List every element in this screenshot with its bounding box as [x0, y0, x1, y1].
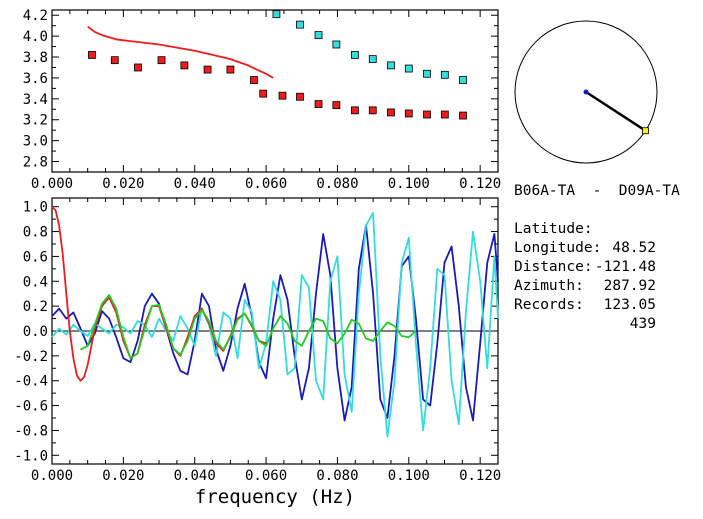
x-tick-label: 0.080	[316, 176, 358, 192]
y-tick-label: 3.6	[23, 71, 48, 87]
data-point	[387, 108, 395, 117]
info-key: Azimuth:	[514, 278, 584, 294]
y-tick-label: 0.2	[23, 299, 48, 315]
spectrum-plot: 0.000 0.020 0.040 0.060 0.080 0.100 0.120 1.0 0.…	[14, 197, 501, 484]
data-point	[110, 56, 119, 65]
info-row-records: Records: 439	[514, 277, 700, 332]
data-point	[314, 100, 323, 108]
compass-circle	[514, 20, 658, 164]
info-row-latitude: Latitude: 48.52	[514, 201, 700, 256]
info-key: Latitude:	[514, 221, 593, 237]
info-row-longitude: Longitude: -121.48	[514, 220, 700, 275]
data-point	[250, 76, 258, 84]
x-tick-label: 0.000	[31, 468, 73, 484]
y-tick-label: -0.4	[14, 374, 48, 390]
data-point	[351, 106, 359, 115]
x-tick-label: 0.120	[459, 468, 501, 484]
info-key: Records:	[514, 297, 584, 313]
y-tick-label: 0.8	[23, 225, 48, 241]
plot-frame	[51, 9, 499, 173]
azimuth-line	[585, 90, 647, 132]
y-tick-label: 3.2	[23, 113, 48, 129]
data-point	[134, 63, 142, 72]
data-point	[88, 51, 96, 59]
y-tick-label: -1.0	[14, 448, 48, 464]
series-line-1	[51, 211, 499, 438]
data-point	[226, 65, 235, 74]
info-value: 287.92	[603, 278, 656, 294]
y-tick-label: 2.8	[23, 155, 48, 171]
data-point	[368, 106, 377, 115]
y-tick-label: 0.6	[23, 249, 48, 265]
y-tick-label: 4.0	[23, 29, 48, 45]
y-tick-label: 3.8	[23, 50, 48, 66]
x-tick-label: 0.080	[316, 468, 358, 484]
x-tick-label: 0.020	[102, 468, 144, 484]
data-point	[404, 64, 413, 73]
data-point	[259, 89, 268, 98]
y-tick-label: 3.0	[23, 134, 48, 150]
velocity-plot: 0.000 0.020 0.040 0.060 0.080 0.100 0.120 2.8 3.…	[23, 8, 502, 192]
data-point	[157, 56, 166, 65]
data-point	[459, 76, 467, 84]
data-point	[440, 110, 449, 119]
y-tick-label: 0.4	[23, 274, 48, 290]
data-point	[459, 111, 467, 120]
info-value: 439	[629, 316, 656, 332]
data-point	[203, 65, 212, 74]
y-tick-label: -0.2	[14, 349, 48, 365]
data-point	[278, 91, 287, 100]
data-point	[296, 20, 304, 29]
x-axis-label: frequency (Hz)	[195, 486, 355, 508]
y-tick-label: 1.0	[23, 200, 48, 216]
y-tick-label: 4.2	[23, 8, 48, 24]
info-key: Distance:	[514, 259, 593, 275]
info-row-azimuth: Azimuth: 123.05	[514, 258, 700, 313]
info-value: -121.48	[594, 259, 656, 275]
x-tick-label: 0.100	[388, 468, 430, 484]
x-tick-label: 0.060	[245, 176, 287, 192]
x-tick-label: 0.000	[31, 176, 73, 192]
data-point	[180, 61, 189, 70]
compass-center-dot	[583, 89, 589, 95]
x-tick-label: 0.100	[388, 176, 430, 192]
data-point	[387, 61, 395, 70]
y-tick-label: 3.4	[23, 92, 48, 108]
info-value: 123.05	[603, 297, 656, 313]
data-point	[440, 70, 449, 79]
series-line-2	[87, 25, 274, 79]
data-point	[314, 31, 323, 39]
x-tick-label: 0.040	[174, 468, 216, 484]
data-point	[423, 69, 431, 78]
info-row-distance: Distance: 287.92	[514, 239, 700, 294]
data-point	[332, 40, 341, 49]
x-tick-label: 0.120	[459, 176, 501, 192]
series-line-2	[51, 206, 267, 382]
y-tick-label: -0.6	[14, 399, 48, 415]
data-point	[351, 51, 359, 59]
data-point	[368, 55, 377, 64]
station-pair-title: B06A-TA - D09A-TA	[514, 183, 680, 199]
azimuth-compass	[514, 20, 658, 164]
data-point	[332, 101, 341, 110]
x-tick-label: 0.040	[174, 176, 216, 192]
data-point	[296, 92, 304, 101]
data-point	[423, 110, 431, 119]
y-tick-label: -0.8	[14, 423, 48, 439]
info-value: 48.52	[612, 240, 656, 256]
x-tick-label: 0.060	[245, 468, 287, 484]
y-tick-label: 0.0	[23, 324, 48, 340]
data-point	[272, 10, 281, 19]
series-line-3	[80, 294, 417, 360]
x-tick-label: 0.020	[102, 176, 144, 192]
station-info-panel: B06A-TA - D09A-TA Latitude: 48.52 Longit…	[514, 182, 700, 332]
data-point	[404, 109, 413, 118]
azimuth-tip-marker	[642, 127, 649, 135]
info-key: Longitude:	[514, 240, 602, 256]
